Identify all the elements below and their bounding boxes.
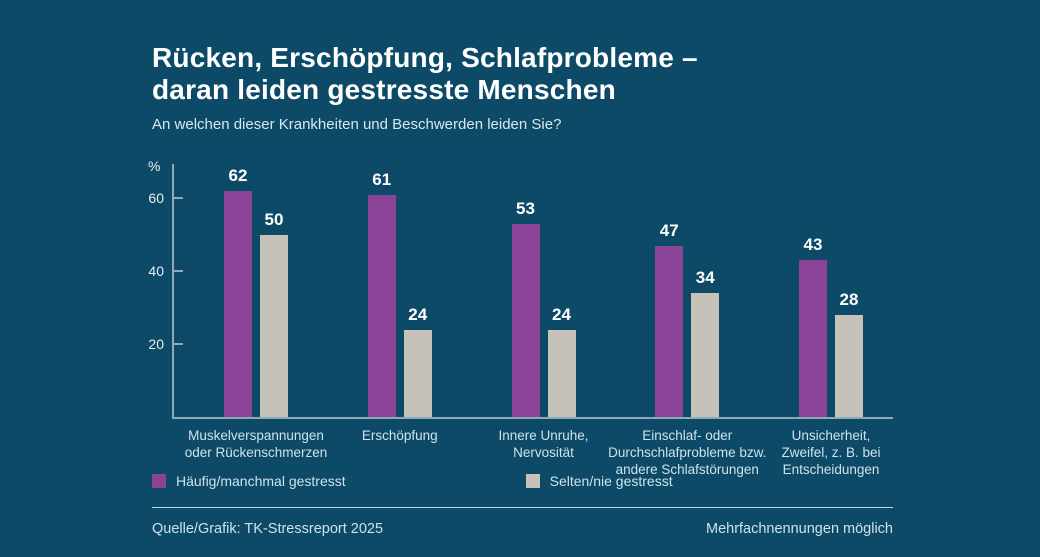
bar-series2-group4 bbox=[691, 293, 720, 417]
chart-subtitle: An welchen dieser Krankheiten und Beschw… bbox=[152, 116, 562, 133]
y-axis-unit-label: % bbox=[148, 158, 161, 174]
bar-series1-group2 bbox=[367, 194, 396, 417]
bar-series2-group1 bbox=[260, 234, 288, 417]
bar-series2-group5 bbox=[835, 314, 863, 417]
x-axis-baseline bbox=[172, 417, 893, 419]
bar-value-label: 34 bbox=[695, 268, 715, 288]
category-label: Unsicherheit, Zweifel, z. B. bei Entsche… bbox=[781, 428, 881, 477]
category-label: Erschöpfung bbox=[361, 428, 438, 443]
bar-series1-group5 bbox=[799, 260, 827, 417]
title-line-2: daran leiden gestresste Menschen bbox=[152, 74, 616, 105]
title-line-1: Rücken, Erschöpfung, Schlafprobleme – bbox=[152, 42, 698, 73]
legend-swatch-purple bbox=[152, 474, 166, 488]
y-axis-tick-label: 20 bbox=[148, 336, 164, 353]
legend-item-rarely-stressed: Selten/nie gestresst bbox=[525, 473, 673, 489]
legend-swatch-gray bbox=[525, 474, 540, 488]
bar-value-label: 43 bbox=[803, 235, 823, 255]
category-label: Muskelverspannungen oder Rückenschmerzen bbox=[184, 428, 328, 460]
bar-value-label: 53 bbox=[516, 198, 535, 218]
y-axis-line bbox=[172, 164, 174, 417]
y-axis-tick-label: 40 bbox=[148, 263, 164, 280]
category-label: Einschlaf- oder Durchschlafprobleme bzw.… bbox=[608, 428, 767, 477]
bar-value-label: 24 bbox=[408, 304, 428, 324]
bar-series2-group2 bbox=[403, 329, 432, 417]
chart-legend: Häufig/manchmal gestresst Selten/nie ges… bbox=[152, 472, 673, 490]
methodology-note: Mehrfachnennungen möglich bbox=[705, 521, 893, 537]
y-axis-tick bbox=[174, 343, 183, 346]
bar-value-label: 24 bbox=[552, 304, 571, 324]
bar-value-label: 61 bbox=[372, 169, 392, 189]
bar-series1-group3 bbox=[511, 223, 540, 417]
category-label: Innere Unruhe, Nervosität bbox=[498, 428, 589, 460]
source-credit: Quelle/Grafik: TK-Stressreport 2025 bbox=[152, 521, 384, 537]
y-axis-tick-label: 60 bbox=[148, 190, 164, 207]
legend-label: Selten/nie gestresst bbox=[549, 473, 673, 489]
y-axis-tick bbox=[174, 197, 183, 200]
y-axis-tick bbox=[174, 270, 183, 273]
bar-value-label: 47 bbox=[659, 220, 679, 240]
bar-series1-group4 bbox=[655, 245, 684, 417]
page-title: Rücken, Erschöpfung, Schlafprobleme – da… bbox=[152, 42, 698, 106]
bar-series1-group1 bbox=[224, 191, 252, 417]
bar-value-label: 28 bbox=[839, 289, 859, 309]
legend-label: Häufig/manchmal gestresst bbox=[176, 473, 346, 489]
bar-value-label: 50 bbox=[264, 209, 284, 229]
legend-item-frequently-stressed: Häufig/manchmal gestresst bbox=[152, 473, 346, 489]
bar-series2-group3 bbox=[547, 329, 576, 417]
bar-value-label: 62 bbox=[228, 166, 248, 185]
footer-divider bbox=[152, 507, 893, 508]
